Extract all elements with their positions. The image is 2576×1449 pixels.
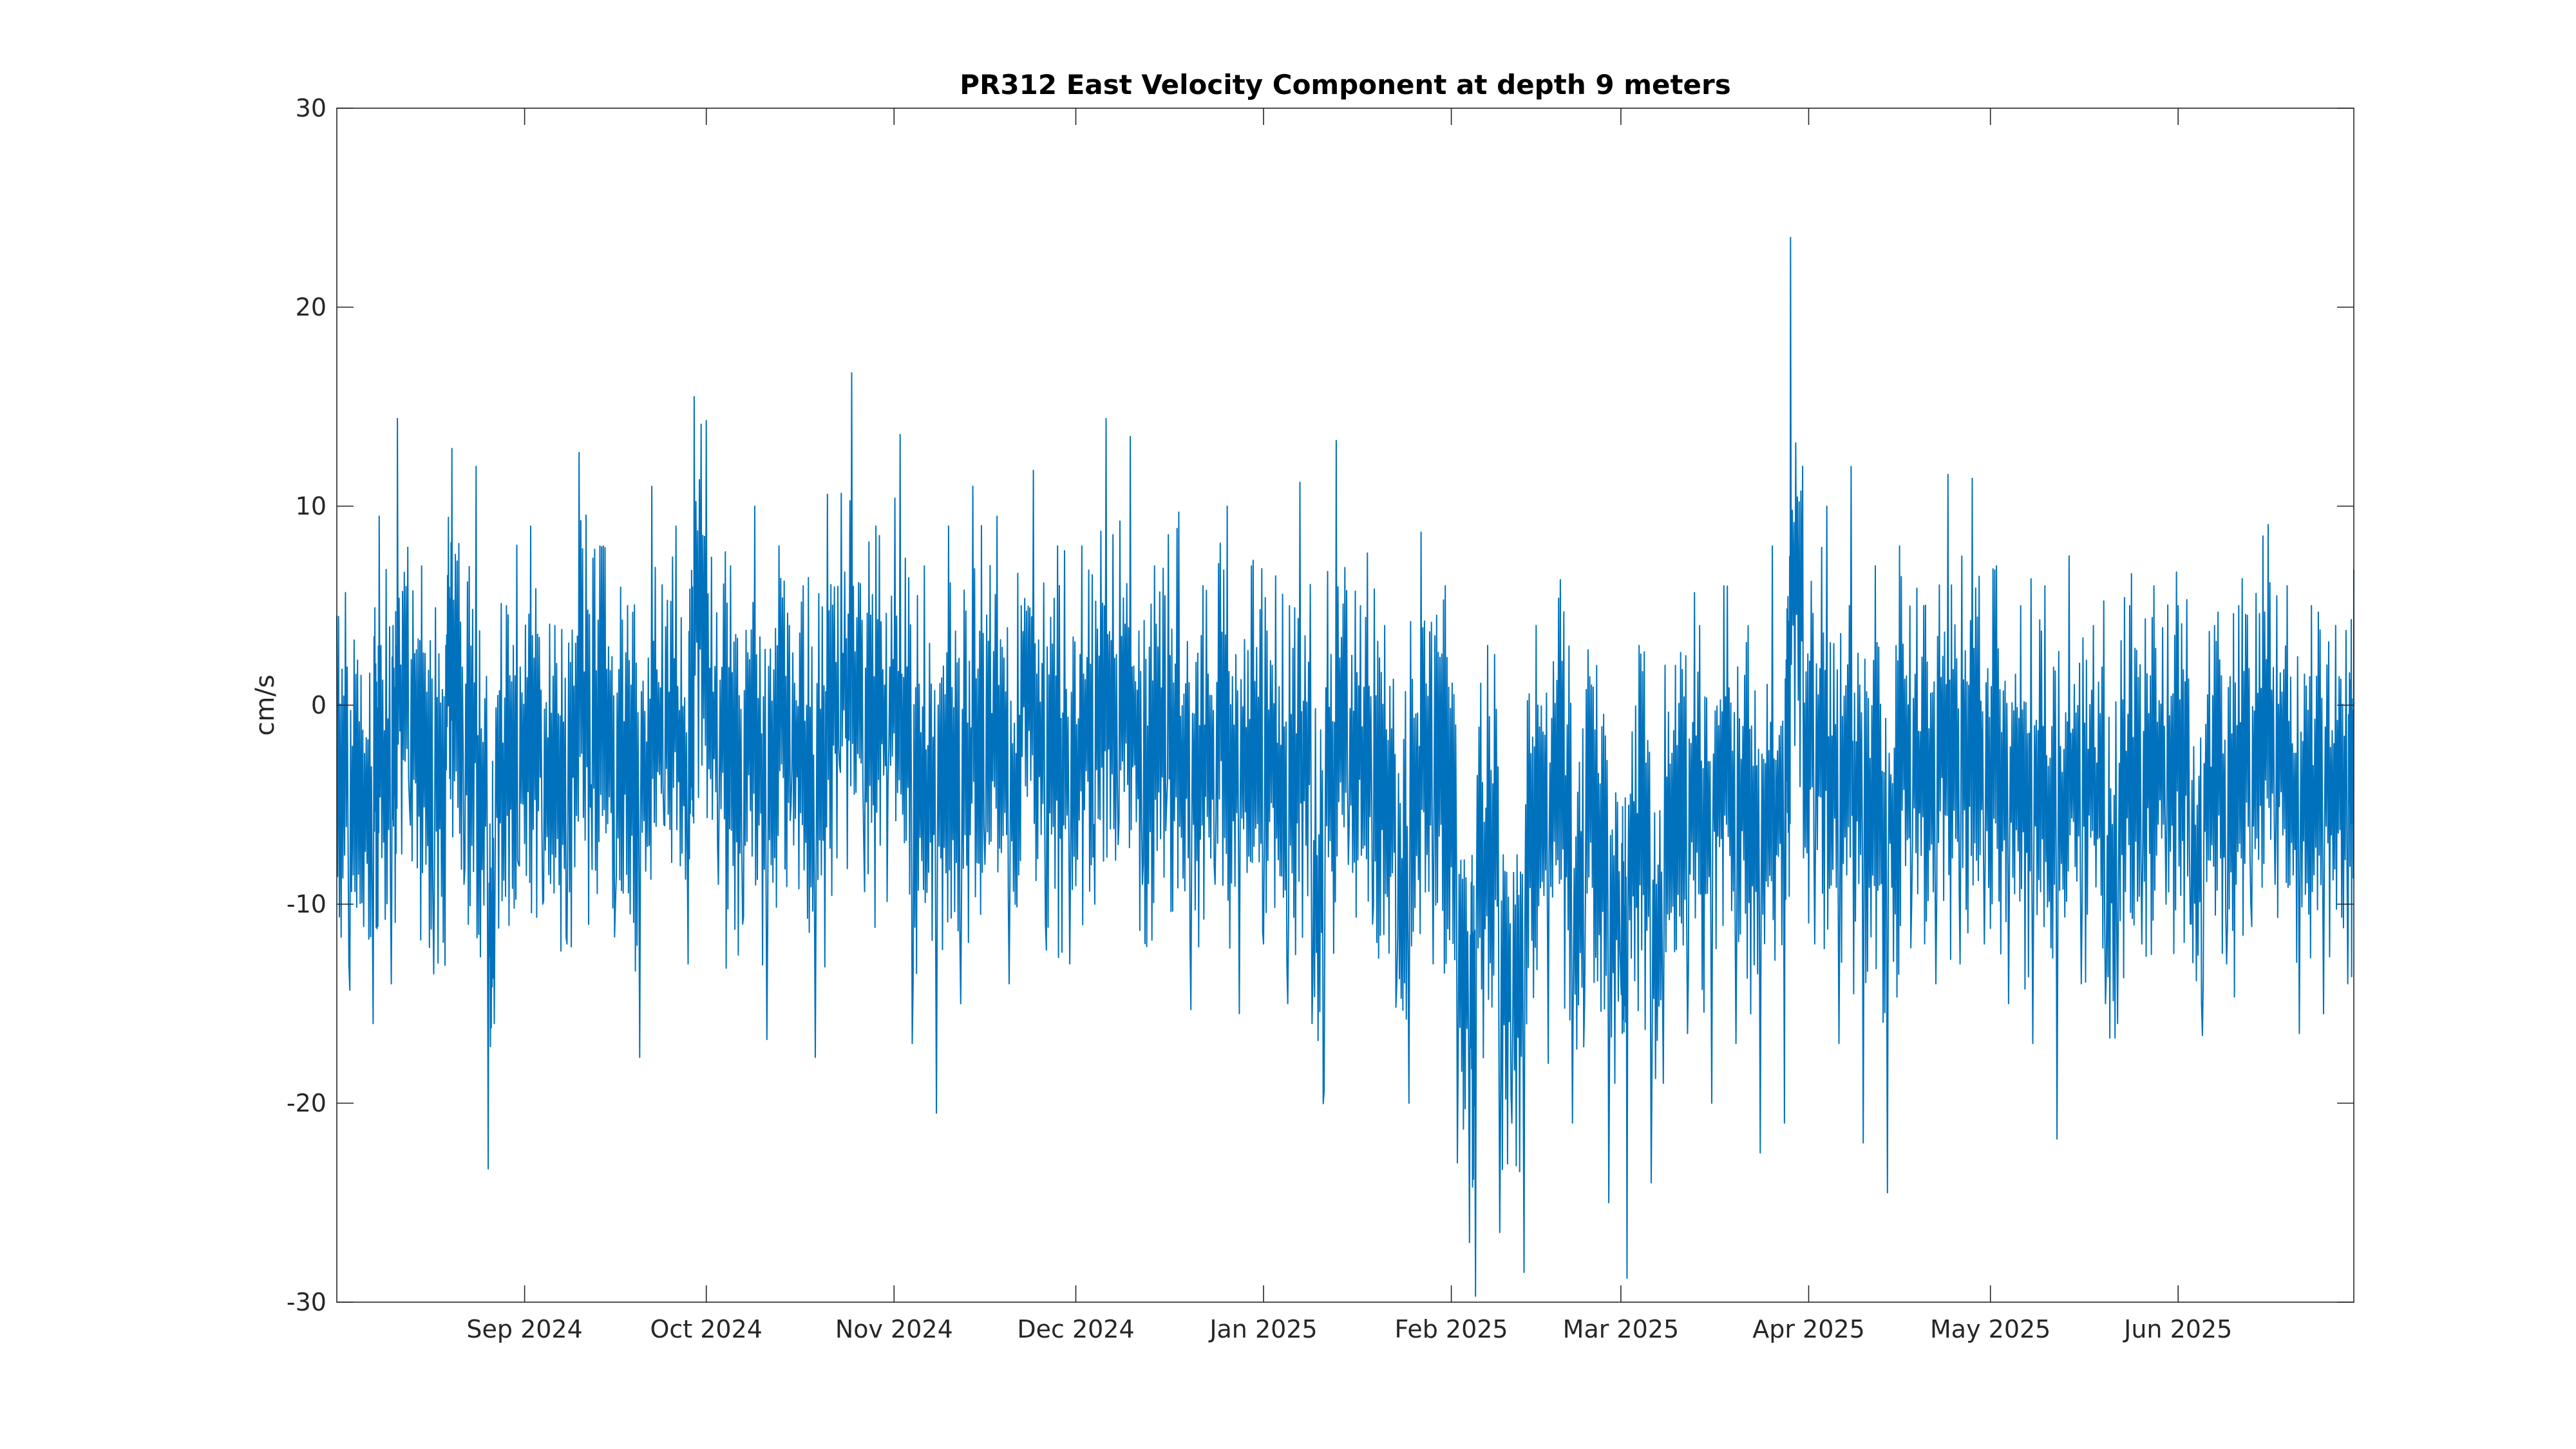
tick-layer: Sep 2024 Oct 2024 Nov 2024 Dec 2024 Jan 2025… — [287, 94, 2354, 1343]
y-tick-label: 0 — [311, 691, 327, 719]
plot-frame — [336, 108, 2354, 1303]
x-tick-label: Feb 2025 — [1395, 1315, 1508, 1343]
y-axis-label: cm/s — [251, 674, 280, 735]
series-layer — [336, 236, 2354, 1297]
y-tick-label: -10 — [287, 890, 327, 918]
x-tick-label: May 2025 — [1930, 1315, 2050, 1343]
x-tick-label: Mar 2025 — [1563, 1315, 1679, 1343]
y-tick-label: 10 — [296, 492, 327, 520]
y-tick-label: 20 — [296, 293, 327, 321]
x-tick-label: Apr 2025 — [1752, 1315, 1865, 1343]
chart-title: PR312 East Velocity Component at depth 9… — [960, 69, 1730, 100]
y-tick-label: 30 — [296, 94, 327, 122]
y-tick-label: -20 — [287, 1089, 327, 1117]
series-line-0 — [336, 236, 2354, 1297]
x-tick-label: Jun 2025 — [2123, 1315, 2232, 1343]
x-tick-label: Sep 2024 — [466, 1315, 582, 1343]
x-tick-label: Jan 2025 — [1208, 1315, 1317, 1343]
x-tick-label: Dec 2024 — [1017, 1315, 1134, 1343]
y-tick-label: -30 — [287, 1288, 327, 1316]
x-tick-label: Nov 2024 — [835, 1315, 953, 1343]
x-tick-label: Oct 2024 — [650, 1315, 762, 1343]
